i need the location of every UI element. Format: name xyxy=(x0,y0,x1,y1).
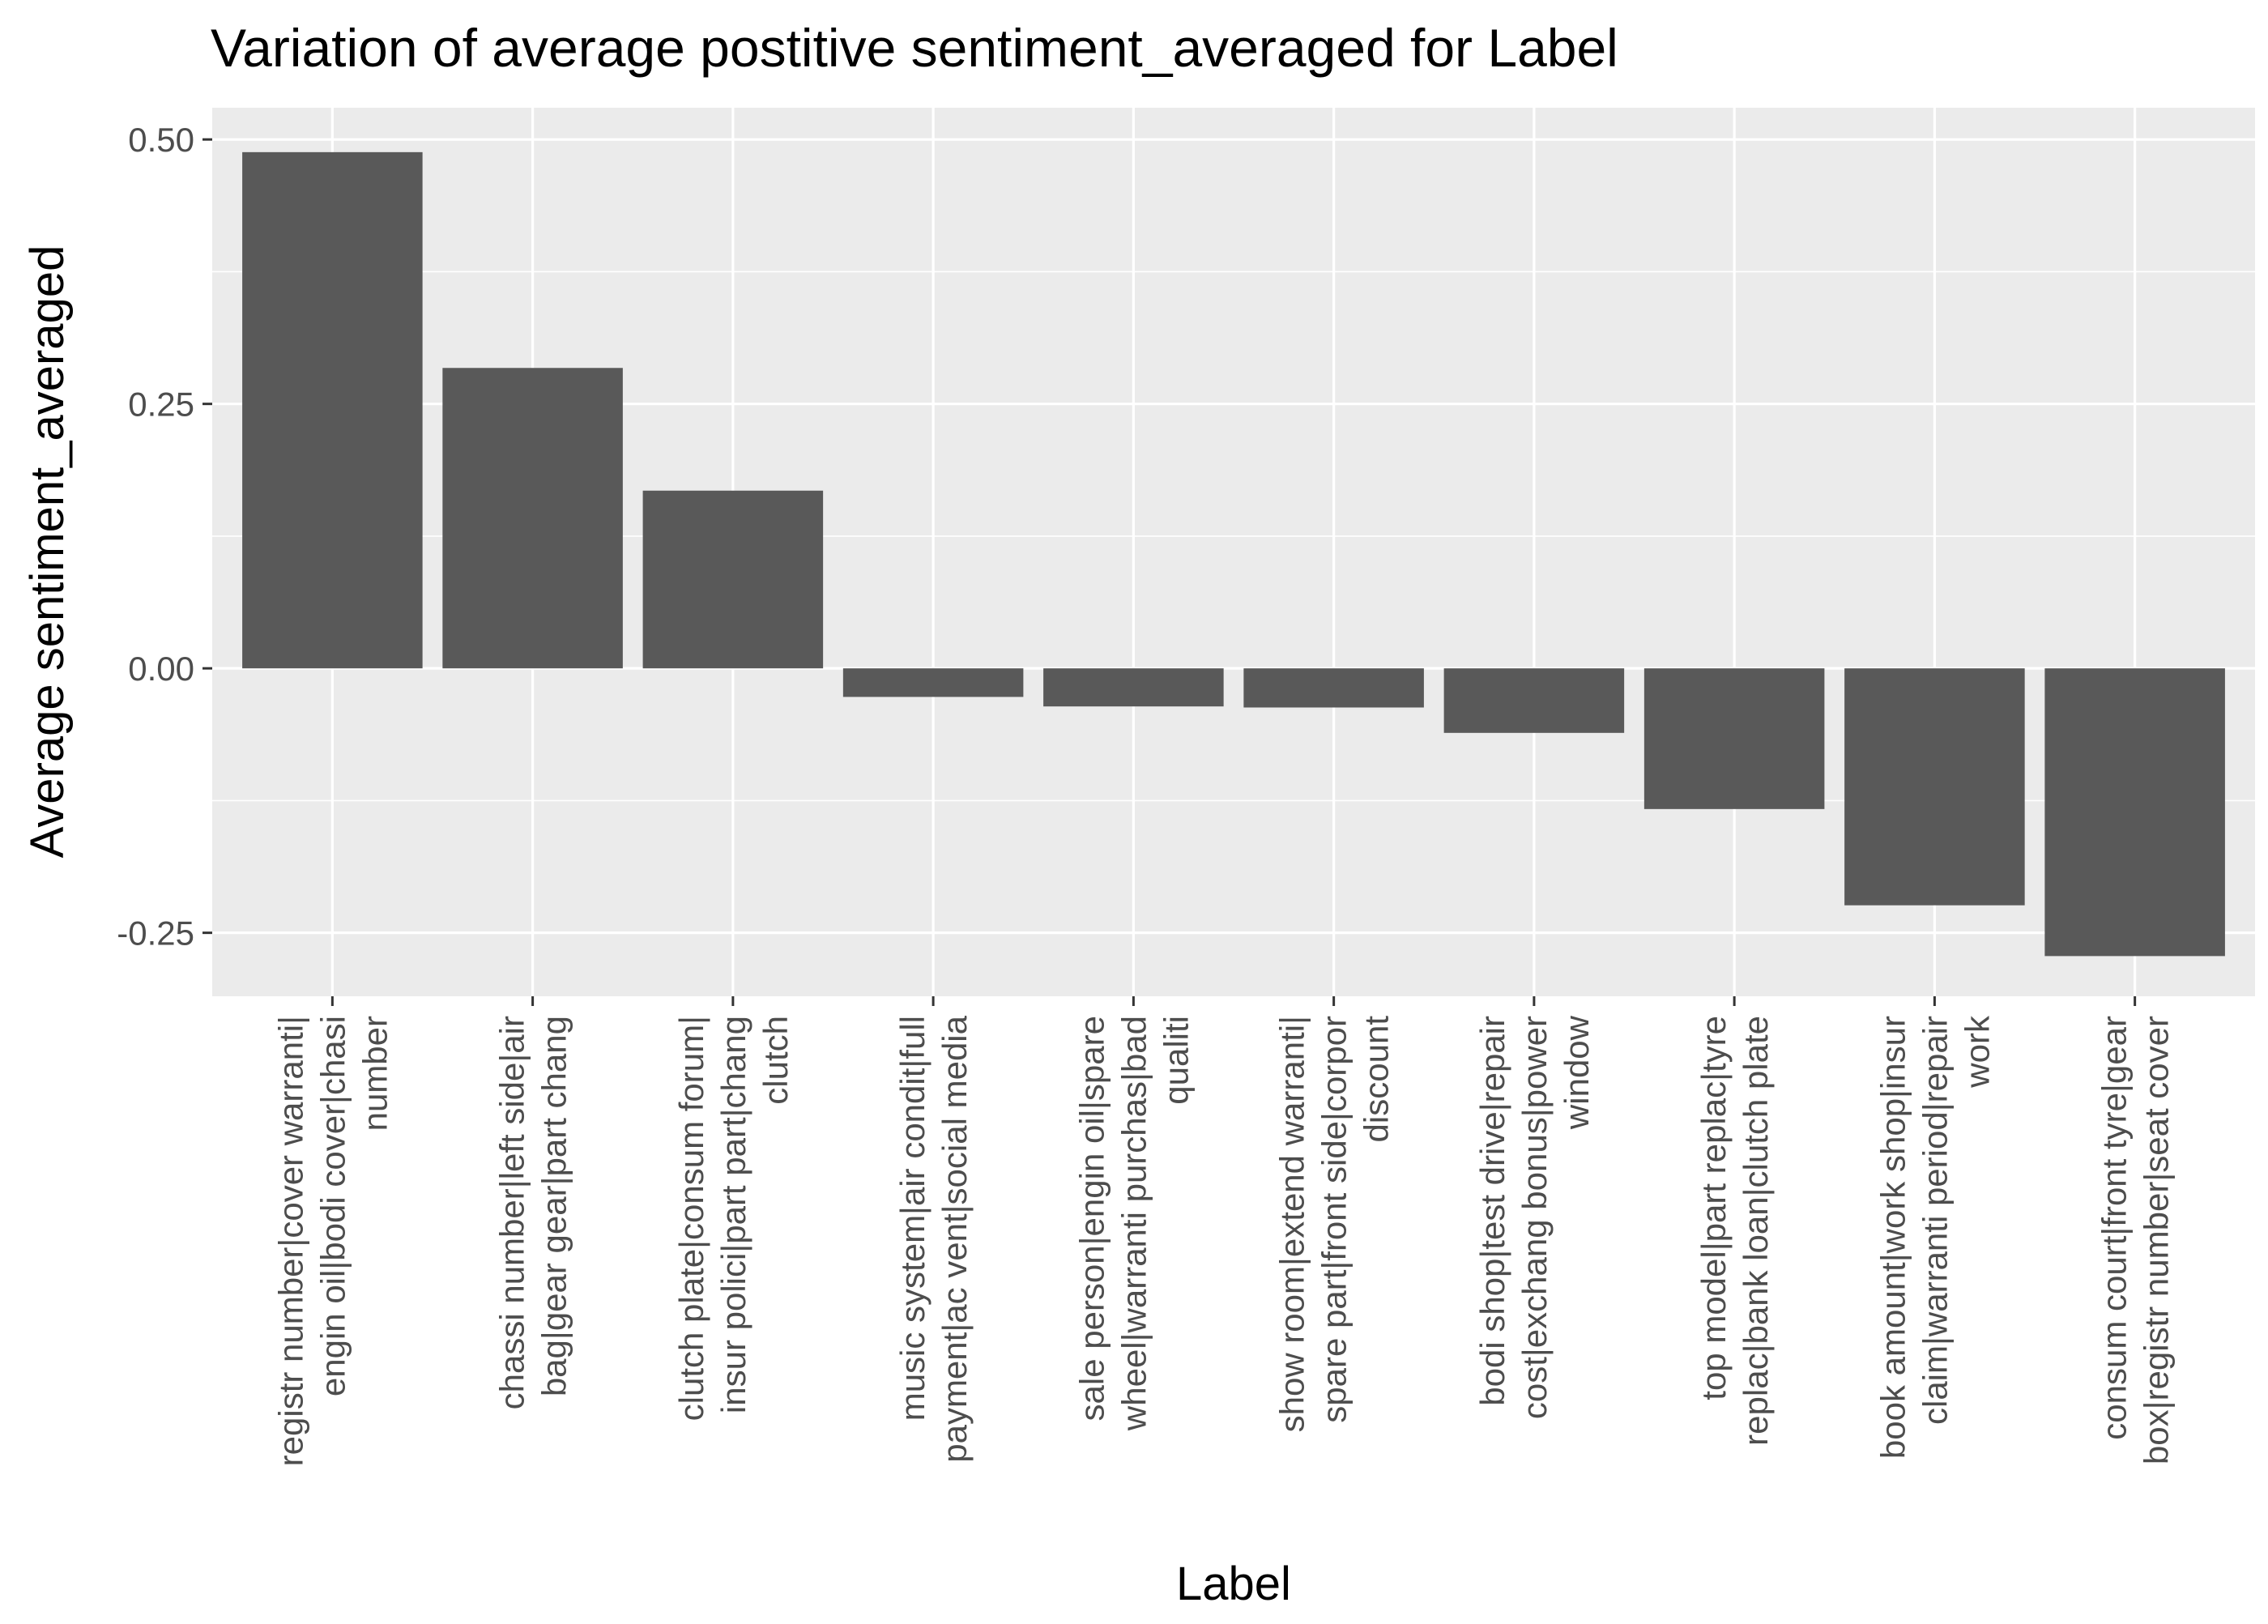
x-tick-label: chassi number|left side|air bag|gear gear… xyxy=(493,1016,573,1409)
x-tick-label: clutch plate|consum forum| insur polici|p… xyxy=(672,1016,795,1421)
bar xyxy=(1844,668,2025,906)
bar xyxy=(1243,668,1424,708)
x-tick-label-line: chassi number|left side|air xyxy=(493,1016,531,1409)
x-tick-label: consum court|front tyre|gear box|registr … xyxy=(2095,1016,2176,1464)
y-tick-label: 0.50 xyxy=(128,121,194,159)
x-axis-title: Label xyxy=(1176,1558,1291,1610)
x-tick-label-line: discount xyxy=(1358,1016,1396,1143)
x-tick-label-line: clutch plate|consum forum| xyxy=(672,1016,710,1421)
x-tick-label-line: cost|exchang bonus|power xyxy=(1516,1016,1554,1419)
bar xyxy=(242,151,423,669)
x-tick-label-line: insur polici|part part|chang xyxy=(714,1016,752,1413)
x-tick-label-line: top model|part replac|tyre xyxy=(1695,1016,1733,1400)
bar xyxy=(642,490,824,669)
y-tick-label: 0.25 xyxy=(128,386,194,424)
x-tick-label: top model|part replac|tyre replac|bank lo… xyxy=(1695,1016,1775,1446)
y-tick-label: 0.00 xyxy=(128,650,194,688)
y-axis: -0.25 0.00 0.25 0.50 xyxy=(117,121,212,953)
x-tick-label: music system|air condit|full payment|ac v… xyxy=(893,1015,974,1462)
x-tick-label-line: show room|extend warranti| xyxy=(1273,1016,1311,1432)
x-tick-label: bodi shop|test drive|repair cost|exchang … xyxy=(1473,1015,1596,1419)
x-tick-label-line: qualiti xyxy=(1157,1016,1195,1105)
bar xyxy=(2044,668,2225,957)
x-tick-label-line: window xyxy=(1558,1015,1596,1130)
x-axis: registr number|cover warranti| engin oil|… xyxy=(271,996,2176,1466)
x-tick-label-line: replac|bank loan|clutch plate xyxy=(1737,1016,1775,1446)
x-tick-label-line: music system|air condit|full xyxy=(893,1016,932,1421)
x-tick-label-line: bag|gear gear|part chang xyxy=(535,1016,573,1396)
x-tick-label-line: clutch xyxy=(757,1016,795,1105)
chart-title: Variation of average postitive sentiment… xyxy=(211,18,1618,78)
bar xyxy=(842,668,1024,697)
x-tick-label: book amount|work shop|insur claim|warrant… xyxy=(1874,1015,1996,1459)
x-tick-label-line: spare part|front side|corpor xyxy=(1315,1016,1354,1423)
x-tick-label: registr number|cover warranti| engin oil|… xyxy=(271,1016,394,1466)
x-tick-label-line: registr number|cover warranti| xyxy=(271,1016,309,1466)
x-tick-label-line: wheel|warranti purchas|bad xyxy=(1115,1016,1153,1431)
x-tick-label: show room|extend warranti| spare part|fro… xyxy=(1273,1016,1396,1433)
x-tick-label-line: box|registr number|seat cover xyxy=(2138,1016,2176,1464)
bar xyxy=(1443,668,1625,733)
x-tick-label-line: bodi shop|test drive|repair xyxy=(1473,1016,1511,1406)
bar xyxy=(1043,668,1224,707)
y-axis-title: Average sentiment_averaged xyxy=(21,245,74,859)
bar xyxy=(1643,668,1825,809)
y-tick-label: -0.25 xyxy=(117,914,194,953)
x-tick-label-line: number xyxy=(356,1016,394,1131)
bars xyxy=(242,151,2225,957)
x-tick-label-line: book amount|work shop|insur xyxy=(1874,1016,1912,1459)
x-tick-label-line: sale person|engin oil|spare xyxy=(1072,1016,1111,1421)
x-tick-label: sale person|engin oil|spare wheel|warrant… xyxy=(1072,1016,1195,1431)
x-tick-label-line: payment|ac vent|social media xyxy=(936,1015,974,1462)
bar xyxy=(442,368,623,669)
x-tick-label-line: engin oil|bodi cover|chasi xyxy=(313,1016,352,1396)
x-tick-label-line: claim|warranti period|repair xyxy=(1916,1016,1954,1425)
x-tick-label-line: consum court|front tyre|gear xyxy=(2095,1016,2134,1440)
x-tick-label-line: work xyxy=(1958,1015,1996,1089)
